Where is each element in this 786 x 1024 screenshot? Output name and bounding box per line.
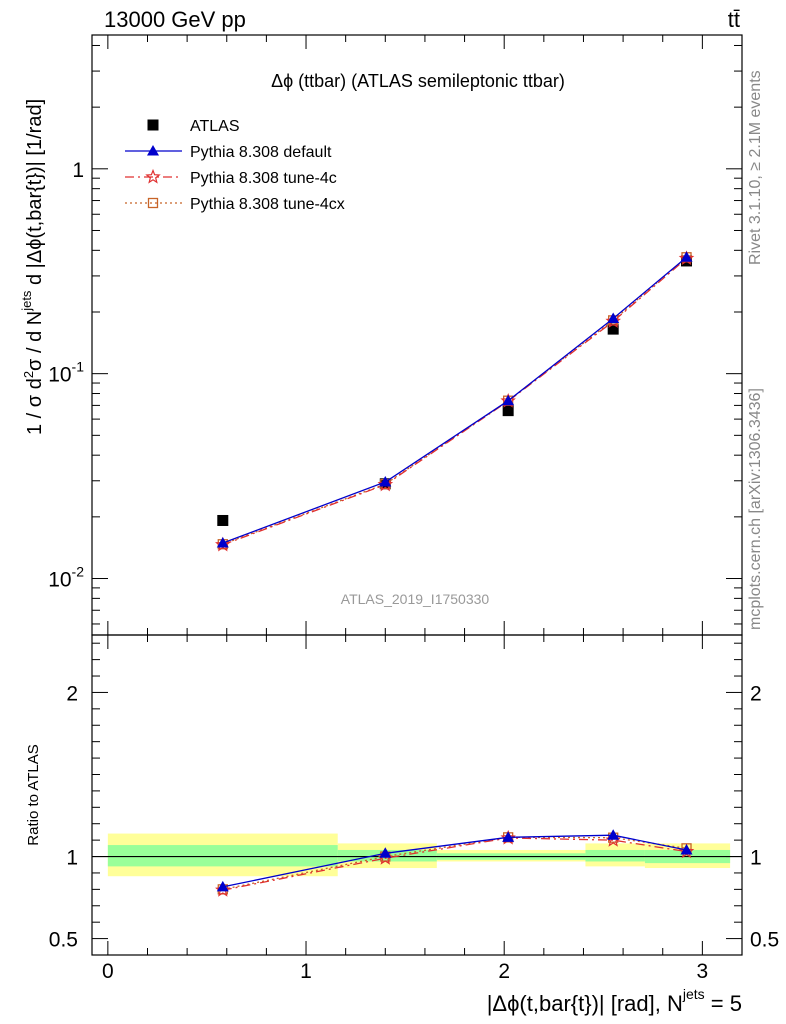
ratio-point (502, 831, 515, 842)
x-tick-label: 2 (498, 960, 510, 983)
ratio-point (216, 880, 229, 892)
main-panel: 10-2 10-1 1 Δϕ (ttbar) (ATLAS semileptonic… (48, 34, 743, 636)
ratio-axis-ticks: 0 1 2 3 0.5 0.5 1 1 2 2 (49, 621, 779, 983)
data-point (215, 536, 231, 552)
legend-marker (147, 145, 159, 156)
y-tick-label: 10-2 (48, 564, 84, 592)
y-axis-label: 1 / σ d2σ / d Njets d |Δϕ(t,bar{t})| [1/… (19, 99, 46, 435)
data-point (379, 475, 392, 487)
data-point (216, 537, 229, 548)
process-label: tt̄ (728, 7, 740, 32)
legend-item: ATLAS (147, 118, 240, 135)
uncertainty-band-inner (585, 849, 645, 862)
ratio-tick-label: 2 (66, 682, 78, 705)
legend-label: Pythia 8.308 tune-4cx (190, 196, 345, 213)
series-line (222, 258, 687, 546)
ratio-tick-label-right: 1 (750, 847, 762, 870)
legend-marker (147, 119, 159, 131)
legend-marker (145, 168, 161, 184)
ratio-tick-label: 1 (66, 847, 78, 870)
uncertainty-band-inner (107, 845, 338, 867)
data-point (502, 394, 515, 406)
series-line (222, 256, 687, 545)
data-point (217, 514, 229, 526)
energy-label: 13000 GeV pp (104, 7, 246, 32)
legend-marker (147, 197, 159, 209)
legend: ATLAS Pythia 8.308 default Pythia 8.308 tu… (125, 118, 345, 213)
ratio-point (607, 829, 620, 840)
data-point (377, 476, 394, 492)
ratio-tick-label-right: 0.5 (750, 929, 779, 952)
ratio-axis-label: Ratio to ATLAS (25, 744, 42, 845)
data-point (502, 405, 514, 417)
y-tick-label: 1 (72, 159, 84, 182)
plot-title: Δϕ (ttbar) (ATLAS semileptonic ttbar) (271, 71, 565, 91)
legend-label: ATLAS (190, 118, 240, 135)
y-tick-label: 10-1 (48, 359, 84, 387)
ratio-point (379, 847, 392, 858)
data-point (607, 312, 620, 323)
data-point (607, 323, 619, 335)
ratio-panel: 0 1 2 3 0.5 0.5 1 1 2 2 (49, 621, 779, 983)
data-point (680, 251, 693, 262)
legend-item: Pythia 8.308 tune-4c (125, 168, 337, 187)
main-plot-content (215, 250, 695, 552)
x-tick-label: 1 (300, 960, 312, 983)
analysis-label: ATLAS_2019_I1750330 (341, 591, 490, 607)
data-point (605, 313, 621, 328)
ratio-point (215, 882, 231, 897)
ratio-tick-label-right: 2 (750, 682, 762, 705)
legend-item: Pythia 8.308 default (125, 144, 332, 161)
ratio-plot-content (92, 829, 742, 897)
ratio-frame (91, 634, 743, 956)
rivet-label: Rivet 3.1.10, ≥ 2.1M events (747, 70, 764, 265)
x-tick-label: 3 (697, 960, 709, 983)
x-axis-label: |Δϕ(t,bar{t})| [rad], Njets = 5 (487, 986, 742, 1016)
ratio-point (680, 843, 693, 855)
svg-text:1 / σ d2σ / d Njets d |Δϕ(t,ba: 1 / σ d2σ / d Njets d |Δϕ(t,bar{t})| [1/… (19, 99, 46, 435)
ratio-tick-label: 0.5 (49, 929, 78, 952)
x-tick-label: 0 (102, 960, 114, 983)
series-line (222, 256, 687, 544)
main-axis-ticks: 10-2 10-1 1 (48, 35, 742, 625)
svg-text:|Δϕ(t,bar{t})| [rad], Njets =: |Δϕ(t,bar{t})| [rad], Njets = 5 (487, 986, 742, 1016)
legend-label: Pythia 8.308 default (190, 144, 332, 161)
mcplots-label: mcplots.cern.ch [arXiv:1306.3436] (747, 388, 764, 630)
legend-label: Pythia 8.308 tune-4c (190, 170, 337, 187)
legend-item: Pythia 8.308 tune-4cx (125, 196, 345, 213)
